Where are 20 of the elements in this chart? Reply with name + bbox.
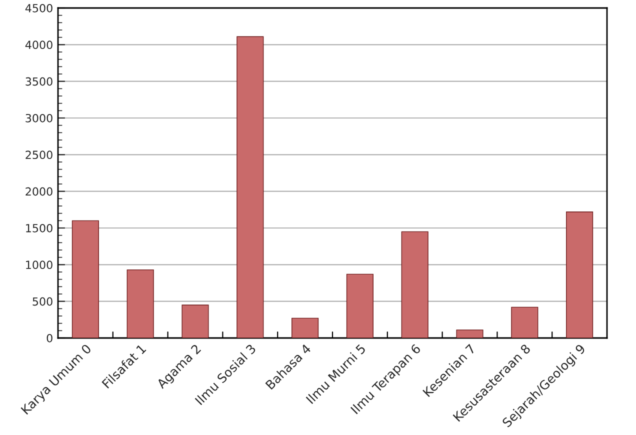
y-tick-label: 3500 — [26, 77, 52, 86]
y-tick-label: 2500 — [26, 150, 52, 160]
y-tick-label: 1000 — [26, 260, 52, 270]
bar — [401, 231, 428, 338]
y-tick-label: 1500 — [26, 224, 52, 232]
bar — [236, 36, 264, 338]
y-tick-label: 500 — [32, 297, 52, 306]
bar — [182, 304, 209, 338]
bar — [346, 274, 374, 338]
bar — [126, 269, 154, 338]
y-tick-label: 4500 — [25, 4, 52, 12]
y-tick-label: 3000 — [26, 114, 52, 122]
y-tick-label: 2000 — [26, 187, 52, 196]
bar — [566, 212, 594, 338]
bar — [456, 330, 484, 338]
bar — [292, 318, 319, 338]
y-tick-label: 0 — [46, 334, 52, 342]
y-tick-label: 4000 — [25, 40, 52, 50]
bar — [511, 306, 538, 338]
bar — [72, 220, 99, 338]
